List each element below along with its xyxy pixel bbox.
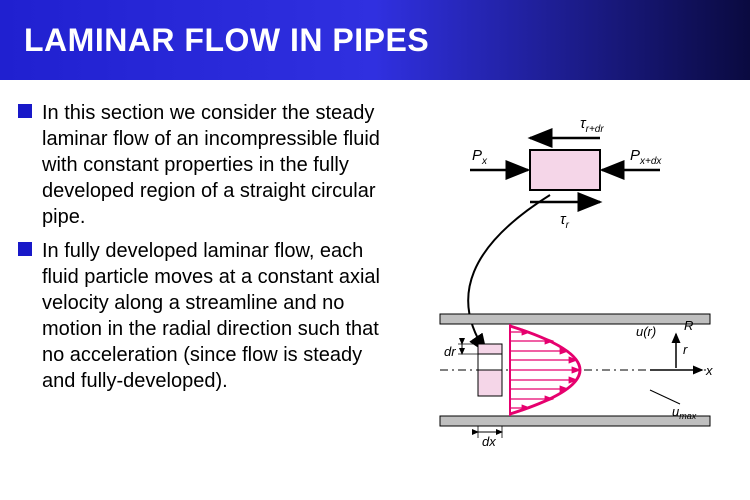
u-max-label: umax: [672, 404, 697, 421]
pipe-wall-top: [440, 314, 710, 324]
dr-label: dr: [444, 344, 456, 359]
u-r-label: u(r): [636, 324, 656, 339]
dx-label: dx: [482, 434, 496, 449]
x-axis-label: x: [705, 363, 713, 378]
diagram-panel: τr+dr τr Px Px+dx: [400, 100, 732, 485]
bullet-item: In this section we consider the steady l…: [18, 100, 388, 230]
tau-bottom-label: τr: [560, 211, 570, 231]
pipe-element-dr: [478, 344, 502, 354]
laminar-flow-diagram: τr+dr τr Px Px+dx: [400, 100, 720, 480]
slide-content: In this section we consider the steady l…: [0, 80, 750, 495]
R-label: R: [684, 318, 693, 333]
fluid-element-rect: [530, 150, 600, 190]
pipe-wall-bottom: [440, 416, 710, 426]
p-right-label: Px+dx: [630, 147, 662, 167]
r-axis-label: r: [683, 342, 688, 357]
bullet-marker-icon: [18, 104, 32, 118]
tau-top-label: τr+dr: [580, 115, 604, 135]
pipe-element-bottom: [478, 370, 502, 396]
bullet-marker-icon: [18, 242, 32, 256]
p-left-label: Px: [472, 147, 488, 167]
bullet-list: In this section we consider the steady l…: [18, 100, 388, 485]
velocity-vectors: [510, 332, 580, 408]
bullet-text: In fully developed laminar flow, each fl…: [42, 238, 388, 394]
bullet-text: In this section we consider the steady l…: [42, 100, 388, 230]
slide-header: LAMINAR FLOW IN PIPES: [0, 0, 750, 80]
bullet-item: In fully developed laminar flow, each fl…: [18, 238, 388, 394]
slide-title: LAMINAR FLOW IN PIPES: [24, 22, 429, 59]
